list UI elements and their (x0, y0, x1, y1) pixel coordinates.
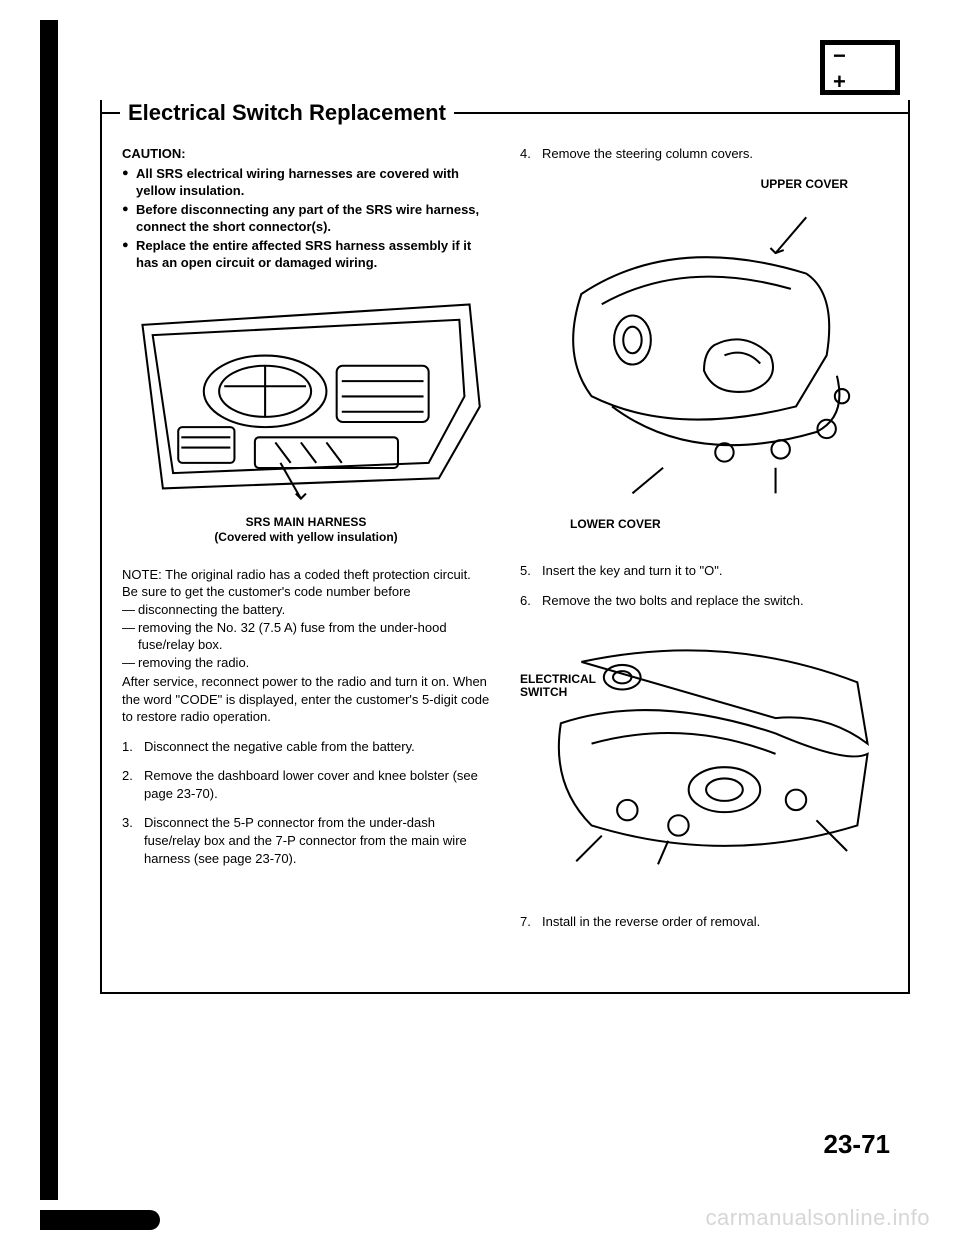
step-text: Disconnect the negative cable from the b… (144, 739, 415, 754)
battery-icon (820, 40, 900, 95)
step-text: Disconnect the 5-P connector from the un… (144, 815, 467, 865)
caution-item: All SRS electrical wiring harnesses are … (122, 165, 490, 200)
page-number: 23-71 (824, 1129, 891, 1160)
step-item: 1. Disconnect the negative cable from th… (122, 738, 490, 756)
page-container: Electrical Switch Replacement CAUTION: A… (40, 20, 920, 1200)
steps-1-3: 1. Disconnect the negative cable from th… (122, 738, 490, 867)
fig1-line2: (Covered with yellow insulation) (214, 530, 397, 544)
left-column: CAUTION: All SRS electrical wiring harne… (122, 145, 490, 942)
note-label: NOTE: (122, 567, 162, 582)
upper-cover-label: UPPER COVER (761, 177, 848, 191)
step-number: 3. (122, 814, 133, 832)
step-number: 5. (520, 562, 531, 580)
two-column-layout: CAUTION: All SRS electrical wiring harne… (122, 145, 888, 942)
step-text: Remove the dashboard lower cover and kne… (144, 768, 478, 801)
figure-dashboard (122, 284, 490, 509)
step-item: 7. Install in the reverse order of remov… (520, 913, 888, 931)
fig1-line1: SRS MAIN HARNESS (246, 515, 367, 529)
switch-illustration (520, 621, 888, 866)
note-body-1: The original radio has a coded theft pro… (122, 567, 471, 600)
lower-cover-label: LOWER COVER (570, 517, 661, 531)
step-number: 2. (122, 767, 133, 785)
dashboard-illustration (122, 284, 490, 509)
figure-electrical-switch (520, 621, 888, 866)
column-covers-illustration (520, 202, 888, 509)
watermark: carmanualsonline.info (705, 1205, 930, 1231)
binding-tab (40, 1210, 160, 1230)
lower-cover-label-wrap: LOWER COVER (520, 515, 888, 533)
note-dash-item: removing the No. 32 (7.5 A) fuse from th… (122, 619, 490, 654)
electrical-switch-label: ELECTRICALSWITCH (520, 673, 888, 699)
caution-item: Replace the entire affected SRS harness … (122, 237, 490, 272)
step-item: 5. Insert the key and turn it to "O". (520, 562, 888, 580)
step-7: 7. Install in the reverse order of remov… (520, 913, 888, 931)
step-text: Install in the reverse order of removal. (542, 914, 760, 929)
electrical-switch-label-text: ELECTRICALSWITCH (520, 672, 596, 699)
step-item: 4. Remove the steering column covers. (520, 145, 888, 163)
caution-list: All SRS electrical wiring harnesses are … (122, 165, 490, 272)
right-column: 4. Remove the steering column covers. UP… (520, 145, 888, 942)
caution-heading: CAUTION: (122, 145, 490, 163)
steps-5-6: 5. Insert the key and turn it to "O". 6.… (520, 562, 888, 609)
note-body-2: After service, reconnect power to the ra… (122, 673, 490, 726)
step-number: 1. (122, 738, 133, 756)
step-item: 3. Disconnect the 5-P connector from the… (122, 814, 490, 867)
step-item: 6. Remove the two bolts and replace the … (520, 592, 888, 610)
step-text: Insert the key and turn it to "O". (542, 563, 722, 578)
step-4: 4. Remove the steering column covers. (520, 145, 888, 163)
step-number: 4. (520, 145, 531, 163)
figure-column-covers (520, 202, 888, 509)
binding-bar (40, 20, 58, 1200)
content-frame: CAUTION: All SRS electrical wiring harne… (100, 100, 910, 994)
note-dash-item: disconnecting the battery. (122, 601, 490, 619)
note-block: NOTE: The original radio has a coded the… (122, 566, 490, 726)
note-dash-list: disconnecting the battery. removing the … (122, 601, 490, 671)
step-item: 2. Remove the dashboard lower cover and … (122, 767, 490, 802)
step-number: 7. (520, 913, 531, 931)
step-text: Remove the two bolts and replace the swi… (542, 593, 804, 608)
step-text: Remove the steering column covers. (542, 146, 753, 161)
caution-item: Before disconnecting any part of the SRS… (122, 201, 490, 236)
upper-cover-label-wrap: UPPER COVER (520, 175, 888, 193)
note-dash-item: removing the radio. (122, 654, 490, 672)
step-number: 6. (520, 592, 531, 610)
figure1-caption: SRS MAIN HARNESS (Covered with yellow in… (122, 515, 490, 546)
